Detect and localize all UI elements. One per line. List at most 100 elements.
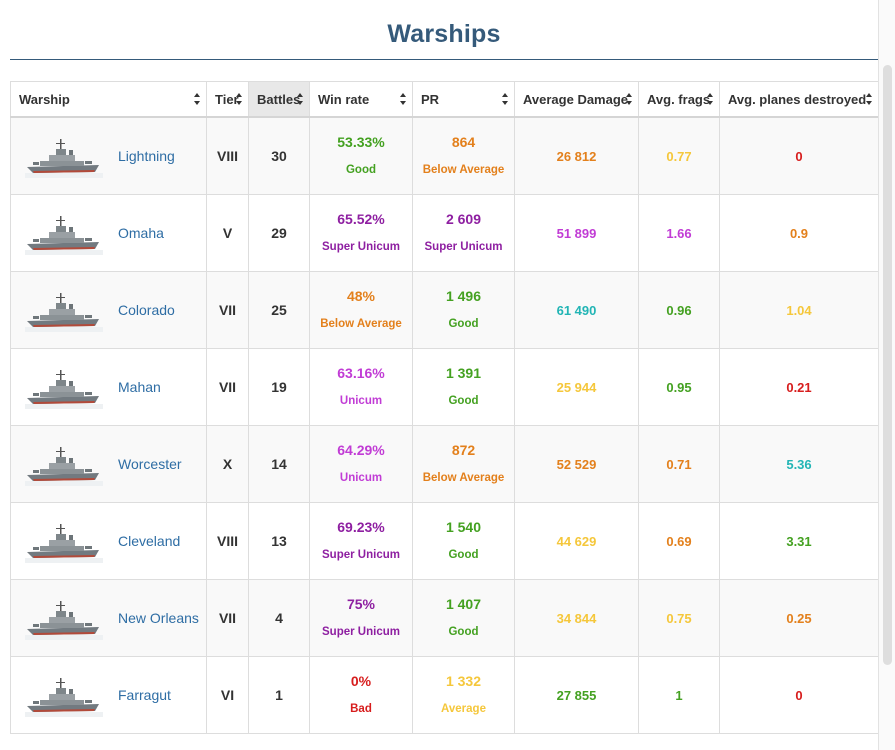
ship-thumbnail-icon <box>25 675 103 717</box>
stat-rating-label: Super Unicum <box>322 549 400 561</box>
win-rate-cell: 65.52% Super Unicum <box>309 194 413 272</box>
column-header-label: Avg. planes destroyed <box>728 91 867 107</box>
battles-cell: 25 <box>248 271 310 349</box>
column-header-avg-planes-destroyed[interactable]: Avg. planes destroyed <box>719 81 879 118</box>
tier-cell: VI <box>206 656 249 734</box>
avg-planes-cell: 3.31 <box>719 502 879 580</box>
average-damage-cell: 34 844 <box>514 579 639 657</box>
average-damage-cell: 44 629 <box>514 502 639 580</box>
win-rate-cell: 64.29% Unicum <box>309 425 413 503</box>
battles-cell: 1 <box>248 656 310 734</box>
column-header-pr[interactable]: PR <box>412 81 515 118</box>
avg-frags-cell: 0.75 <box>638 579 720 657</box>
sort-icon[interactable] <box>626 93 633 105</box>
pr-cell: 864 Below Average <box>412 116 515 195</box>
stat-rating-label: Good <box>448 626 479 638</box>
avg-frags-cell: 0.69 <box>638 502 720 580</box>
stat-rating-label: Bad <box>350 703 372 715</box>
vertical-scrollbar[interactable] <box>878 0 895 750</box>
table-row: Lightning VIII 30 53.33% Good 864 Below Averag… <box>10 116 879 195</box>
stat-rating-label: Super Unicum <box>424 241 503 253</box>
avg-frags-cell: 0.71 <box>638 425 720 503</box>
sort-icon[interactable] <box>194 93 201 105</box>
stat-rating-label: Good <box>448 318 479 330</box>
stat-value: 65.52% <box>337 211 385 227</box>
ship-name-link[interactable]: New Orleans <box>118 610 199 626</box>
stat-value: 48% <box>346 288 376 304</box>
ship-thumbnail-icon <box>25 367 103 409</box>
battles-cell: 14 <box>248 425 310 503</box>
column-header-average-damage[interactable]: Average Damage <box>514 81 639 118</box>
ship-name-link[interactable]: Cleveland <box>118 533 181 549</box>
stat-value: 1 496 <box>445 288 482 304</box>
column-header-win-rate[interactable]: Win rate <box>309 81 413 118</box>
tier-cell: V <box>206 194 249 272</box>
ship-name-link[interactable]: Lightning <box>118 148 175 164</box>
warship-cell: Lightning <box>10 116 207 195</box>
tier-cell: VIII <box>206 502 249 580</box>
ship-name-link[interactable]: Worcester <box>118 456 182 472</box>
tier-cell: VIII <box>206 116 249 195</box>
ship-name-link[interactable]: Farragut <box>118 687 171 703</box>
column-header-label: Average Damage <box>523 91 629 107</box>
column-header-warship[interactable]: Warship <box>10 81 207 118</box>
ship-name-link[interactable]: Omaha <box>118 225 164 241</box>
sort-icon[interactable] <box>707 93 714 105</box>
average-damage-cell: 27 855 <box>514 656 639 734</box>
sort-icon[interactable] <box>866 93 873 105</box>
page-title: Warships <box>387 20 501 48</box>
avg-planes-cell: 0 <box>719 656 879 734</box>
tier-cell: VII <box>206 579 249 657</box>
warship-cell: Cleveland <box>10 502 207 580</box>
warship-cell: Worcester <box>10 425 207 503</box>
column-header-battles[interactable]: Battles <box>248 81 310 118</box>
sort-icon[interactable] <box>400 93 407 105</box>
stat-value: 0% <box>350 673 372 689</box>
warship-cell: Farragut <box>10 656 207 734</box>
battles-cell: 19 <box>248 348 310 426</box>
avg-planes-cell: 0.25 <box>719 579 879 657</box>
scrollbar-thumb[interactable] <box>883 65 892 665</box>
column-header-tier[interactable]: Tier <box>206 81 249 118</box>
battles-cell: 29 <box>248 194 310 272</box>
avg-frags-cell: 0.96 <box>638 271 720 349</box>
win-rate-cell: 53.33% Good <box>309 116 413 195</box>
average-damage-cell: 25 944 <box>514 348 639 426</box>
ship-thumbnail-icon <box>25 290 103 332</box>
sort-icon[interactable] <box>502 93 509 105</box>
stat-value: 1 407 <box>445 596 482 612</box>
stat-rating-label: Super Unicum <box>322 626 400 638</box>
column-header-label: Battles <box>257 91 301 107</box>
column-header-label: Win rate <box>318 91 370 107</box>
stat-rating-label: Unicum <box>339 395 383 407</box>
stat-rating-label: Below Average <box>422 164 505 176</box>
avg-frags-cell: 1.66 <box>638 194 720 272</box>
stat-rating-label: Unicum <box>339 472 383 484</box>
ship-name-link[interactable]: Mahan <box>118 379 161 395</box>
column-header-avg-frags[interactable]: Avg. frags <box>638 81 720 118</box>
table-header-row: Warship Tier Battles Win rate PR Average Dama… <box>10 81 879 118</box>
average-damage-cell: 51 899 <box>514 194 639 272</box>
stat-value: 75% <box>346 596 376 612</box>
pr-cell: 1 391 Good <box>412 348 515 426</box>
sort-icon[interactable] <box>297 93 304 105</box>
stat-value: 64.29% <box>337 442 385 458</box>
tier-cell: VII <box>206 348 249 426</box>
warship-cell: Mahan <box>10 348 207 426</box>
table-row: Cleveland VIII 13 69.23% Super Unicum 1 540 Go… <box>10 502 879 580</box>
average-damage-cell: 52 529 <box>514 425 639 503</box>
stat-value: 872 <box>451 442 476 458</box>
pr-cell: 1 540 Good <box>412 502 515 580</box>
stat-rating-label: Below Average <box>422 472 505 484</box>
win-rate-cell: 0% Bad <box>309 656 413 734</box>
stat-rating-label: Good <box>448 549 479 561</box>
avg-planes-cell: 5.36 <box>719 425 879 503</box>
pr-cell: 872 Below Average <box>412 425 515 503</box>
stat-value: 69.23% <box>337 519 385 535</box>
stat-rating-label: Average <box>441 703 486 715</box>
ship-name-link[interactable]: Colorado <box>118 302 175 318</box>
avg-planes-cell: 0.9 <box>719 194 879 272</box>
avg-frags-cell: 0.77 <box>638 116 720 195</box>
sort-icon[interactable] <box>236 93 243 105</box>
